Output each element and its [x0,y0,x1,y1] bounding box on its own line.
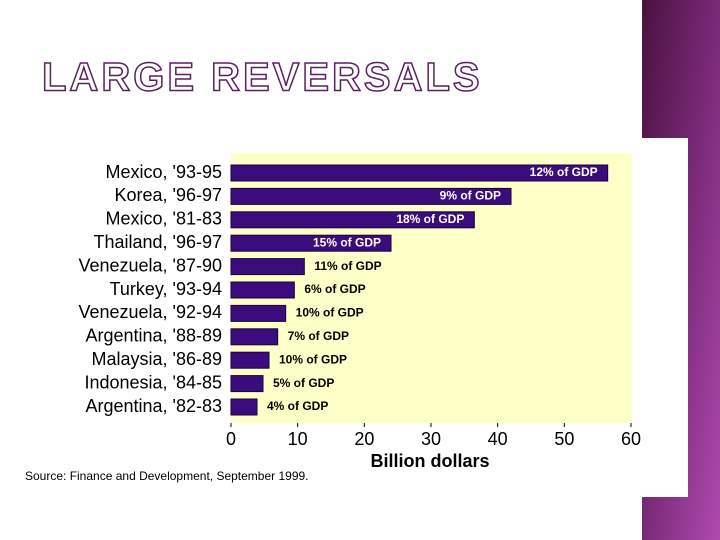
bar [230,281,295,299]
x-tick-label: 60 [621,429,641,449]
y-tick-label: Venezuela, '87-90 [78,255,222,275]
bar-annotation: 5% of GDP [273,376,334,390]
y-tick-label: Mexico, '81-83 [106,209,223,229]
y-tick-label: Turkey, '93-94 [110,279,222,299]
y-tick-label: Thailand, '96-97 [93,232,222,252]
y-tick-label: Malaysia, '86-89 [92,349,223,369]
x-tick-label: 50 [554,429,574,449]
bar [230,187,512,205]
bar [230,351,270,369]
y-tick-label: Argentina, '88-89 [85,326,222,346]
bar-annotation: 11% of GDP [314,259,381,273]
bar-annotation: 15% of GDP [313,235,381,249]
y-tick-label: Venezuela, '92-94 [78,302,222,322]
bar [230,375,264,393]
bar [230,398,258,416]
bar-annotation: 9% of GDP [440,189,501,203]
bar [230,234,392,252]
y-tick-label: Mexico, '93-95 [106,162,223,182]
y-tick-label: Argentina, '82-83 [85,396,222,416]
bar-annotation: 4% of GDP [267,399,328,413]
x-tick-label: 40 [488,429,508,449]
bar [230,328,279,346]
y-tick-label: Indonesia, '84-85 [84,372,222,392]
bar [230,304,287,322]
x-tick-label: 0 [226,429,236,449]
x-tick-label: 20 [354,429,374,449]
bar-annotation: 10% of GDP [279,352,347,366]
x-axis-label: Billion dollars [370,451,489,471]
bar-annotation: 6% of GDP [304,282,365,296]
slide-title: LARGE REVERSALS [42,56,483,100]
bar-annotation: 7% of GDP [288,329,349,343]
bar [230,258,305,276]
source-note: Source: Finance and Development, Septemb… [25,469,309,483]
y-tick-label: Korea, '96-97 [114,185,222,205]
x-tick-label: 30 [421,429,441,449]
bar-annotation: 10% of GDP [296,306,364,320]
bar [230,211,475,229]
bar-annotation: 18% of GDP [396,212,464,226]
x-tick-label: 10 [288,429,308,449]
bar-annotation: 12% of GDP [530,165,598,179]
bar [230,164,609,182]
